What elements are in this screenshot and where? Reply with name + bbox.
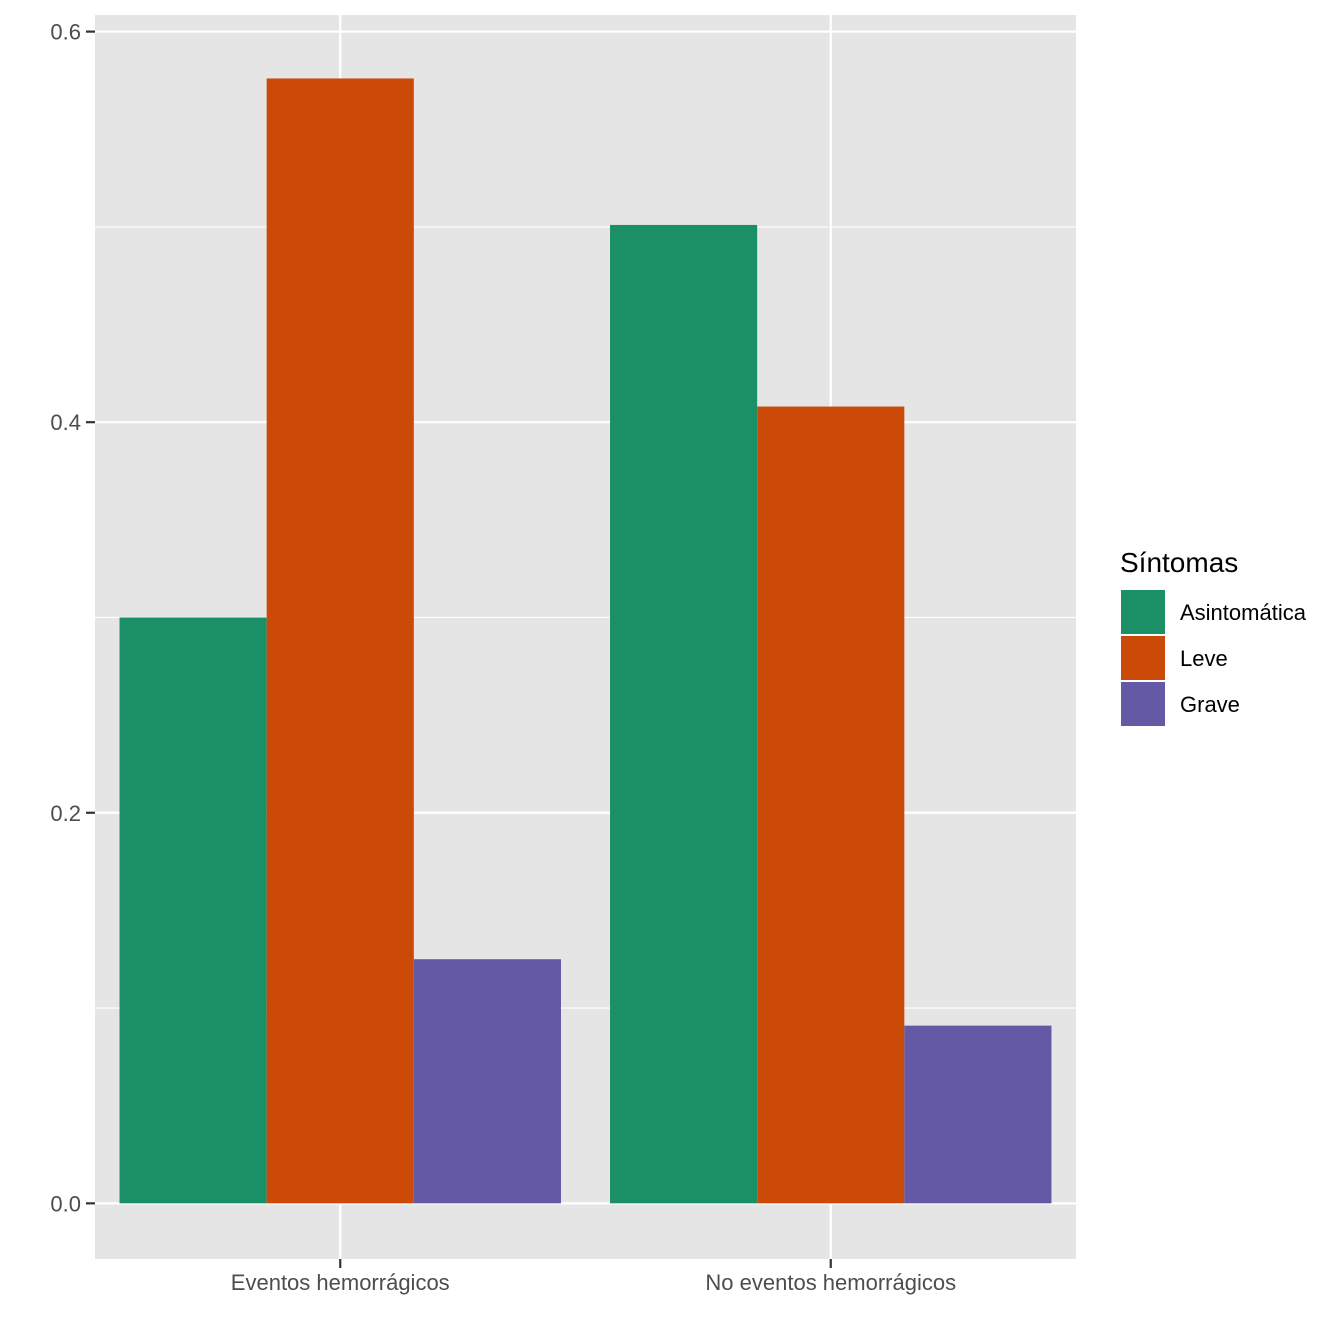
legend-key [1119, 634, 1167, 682]
y-tick-label: 0.4 [50, 410, 81, 435]
y-tick-label: 0.6 [50, 20, 81, 45]
y-tick-label: 0.0 [50, 1191, 81, 1216]
bar [413, 959, 561, 1204]
bars [119, 78, 1052, 1204]
legend-items: Asintomática Leve Grave [1119, 588, 1307, 728]
y-axis: 0.0 0.2 0.4 0.6 [50, 20, 95, 1216]
legend-key [1119, 680, 1167, 728]
bar [610, 224, 758, 1204]
legend-title: Síntomas [1120, 547, 1238, 578]
legend-label: Asintomática [1180, 600, 1307, 625]
bar [119, 617, 267, 1204]
legend-key [1119, 588, 1167, 636]
bar [266, 78, 414, 1204]
x-tick-label: Eventos hemorrágicos [231, 1270, 450, 1295]
legend: Síntomas Asintomática Leve Grave [1119, 547, 1307, 728]
bar [757, 406, 905, 1204]
legend-label: Grave [1180, 692, 1240, 717]
y-tick-label: 0.2 [50, 801, 81, 826]
x-axis: Eventos hemorrágicos No eventos hemorrági… [231, 1259, 956, 1295]
bar [904, 1025, 1052, 1204]
legend-label: Leve [1180, 646, 1228, 671]
x-tick-label: No eventos hemorrágicos [705, 1270, 956, 1295]
